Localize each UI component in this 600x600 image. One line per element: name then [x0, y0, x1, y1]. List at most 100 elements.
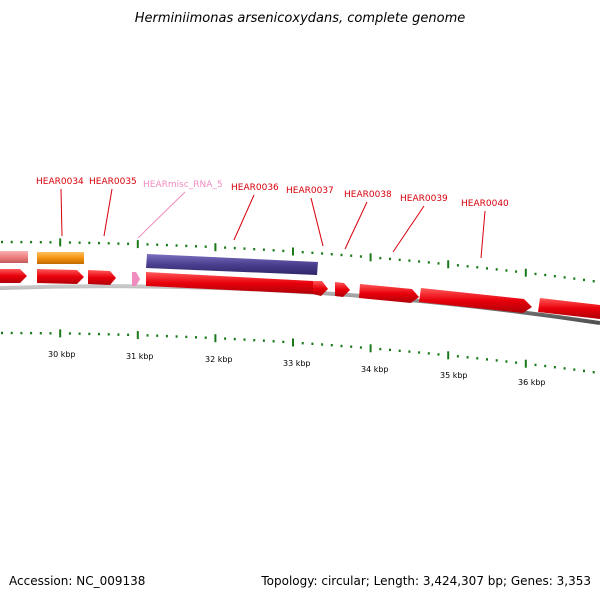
lower-tick [398, 349, 401, 352]
lower-tick [311, 342, 314, 345]
upper-tick [292, 247, 294, 256]
upper-tick [495, 268, 498, 271]
lower-tick [253, 339, 256, 342]
cds-arrow-4 [146, 272, 313, 294]
lower-tick [292, 338, 294, 347]
lower-tick [195, 336, 197, 339]
lower-tick [88, 332, 91, 336]
callout-lines [60, 188, 486, 259]
upper-tick [78, 241, 81, 244]
upper-tick [20, 240, 23, 244]
lower-tick [534, 363, 537, 367]
feature-block-purple [146, 254, 318, 275]
upper-tick [553, 275, 556, 278]
scale-label-32kbp: 32 kbp [205, 355, 233, 364]
upper-tick [573, 277, 576, 280]
lower-tick [369, 344, 372, 353]
cds-arrow-7 [359, 284, 419, 303]
upper-tick [68, 241, 71, 244]
lower-tick [49, 332, 52, 335]
upper-tick [195, 245, 197, 248]
upper-tick [505, 269, 508, 272]
lower-tick [573, 368, 576, 371]
lower-tick [78, 332, 81, 335]
lower-tick [117, 333, 120, 336]
lower-tick [224, 337, 227, 340]
upper-tick-row [1, 238, 595, 283]
upper-tick [418, 260, 421, 263]
lower-tick [359, 346, 362, 349]
callout-line-hear0038 [344, 201, 368, 250]
feature-label-misc-rna: HEARmisc_RNA_5 [143, 180, 223, 190]
feature-label-hear0040: HEAR0040 [461, 199, 509, 209]
lower-tick [59, 329, 62, 338]
lower-tick [476, 357, 479, 360]
cds-arrow-9 [538, 298, 600, 319]
lower-tick [262, 339, 265, 342]
callout-line-hear0040 [480, 210, 486, 259]
upper-tick [456, 264, 459, 267]
upper-tick [544, 273, 547, 277]
callout-line-hear0034 [60, 188, 63, 237]
lower-tick [447, 351, 450, 360]
upper-tick [330, 253, 333, 256]
upper-tick [534, 272, 537, 276]
upper-tick [253, 248, 256, 251]
lower-tick [486, 358, 488, 361]
upper-tick [389, 257, 391, 261]
misc-rna-arrow [132, 272, 140, 286]
lower-tick [418, 351, 421, 354]
callout-line-misc-rna [137, 191, 186, 239]
callout-line-hear0037 [310, 197, 324, 247]
callout-line-hear0035 [103, 188, 113, 237]
upper-tick [233, 246, 236, 250]
upper-tick [136, 240, 139, 249]
feature-label-hear0036: HEAR0036 [231, 183, 279, 193]
lower-tick [427, 352, 430, 355]
callout-line-hear0039 [392, 205, 425, 253]
lower-tick [272, 340, 275, 343]
lower-tick [98, 332, 100, 336]
lower-tick [156, 334, 159, 337]
lower-tick [515, 361, 518, 364]
upper-tick [563, 276, 566, 279]
lower-tick [233, 337, 236, 341]
lower-tick [592, 371, 595, 374]
lower-tick [583, 369, 585, 373]
lower-tick [1, 331, 3, 335]
feature-block-pink [0, 251, 28, 263]
cds-arrow-6 [335, 282, 350, 297]
upper-tick [185, 244, 188, 248]
upper-tick [408, 259, 411, 262]
lower-tick [39, 332, 42, 335]
upper-tick [282, 249, 285, 253]
upper-tick [427, 261, 430, 264]
upper-tick [437, 262, 440, 265]
upper-tick [224, 246, 227, 249]
map-title: Herminiimonas arsenicoxydans, complete g… [134, 11, 466, 26]
lower-tick [408, 350, 411, 353]
upper-tick [49, 241, 52, 244]
feature-label-hear0034: HEAR0034 [36, 177, 84, 187]
upper-tick [59, 238, 62, 247]
lower-tick [185, 335, 188, 339]
upper-tick [1, 240, 3, 244]
upper-tick [340, 253, 343, 257]
lower-tick [379, 347, 382, 351]
scale-label-33kbp: 33 kbp [283, 359, 311, 368]
lower-tick [175, 335, 178, 338]
lower-tick [389, 348, 391, 352]
topology-summary: Topology: circular; Length: 3,424,307 bp… [261, 574, 591, 588]
lower-tick [301, 342, 304, 345]
cds-arrow-3 [88, 270, 116, 285]
lower-tick [165, 334, 168, 338]
scale-label-34kbp: 34 kbp [361, 365, 389, 374]
lower-tick [68, 332, 71, 335]
lower-tick [127, 333, 130, 336]
cds-arrow-2 [37, 269, 84, 284]
upper-tick [10, 240, 13, 244]
upper-tick [117, 242, 120, 245]
lower-tick-row [1, 329, 595, 374]
lower-tick [563, 367, 566, 370]
upper-tick [486, 267, 488, 270]
